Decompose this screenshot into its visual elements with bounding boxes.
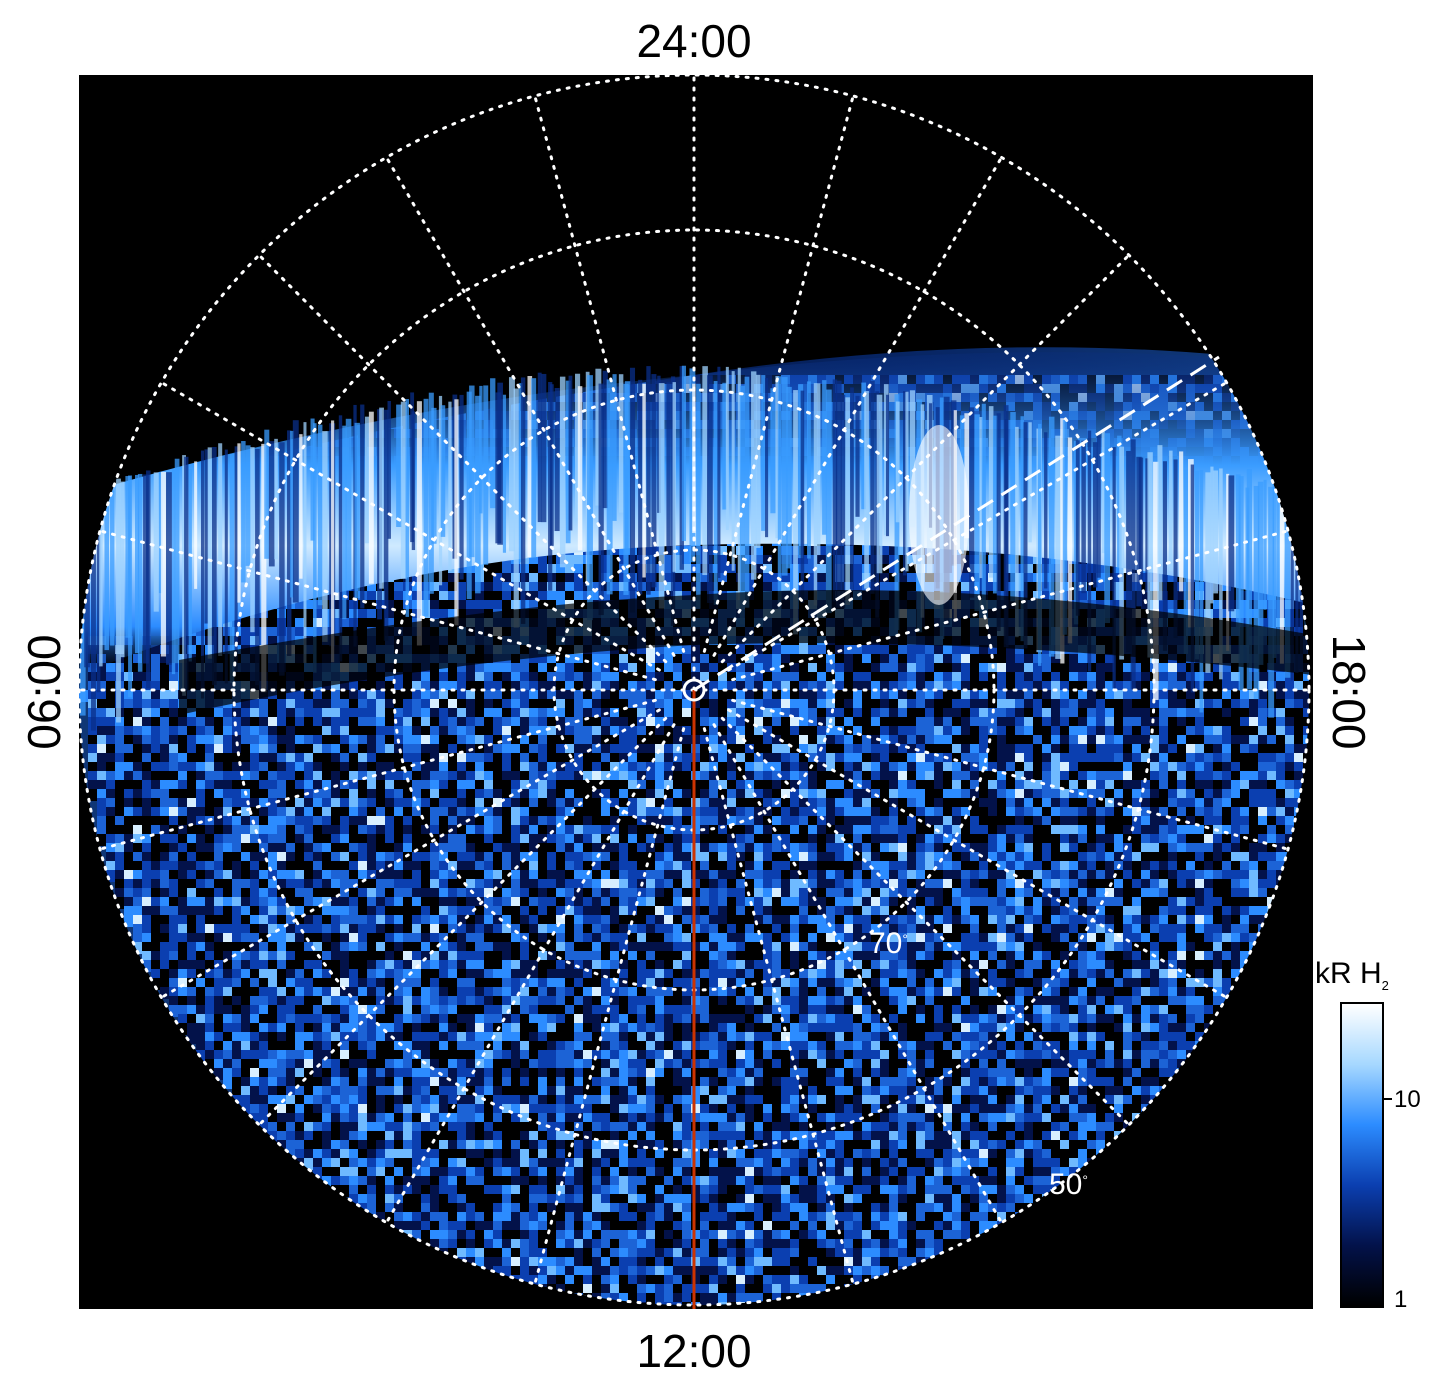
- meridian-line: [720, 253, 1131, 664]
- meridian-line: [385, 723, 676, 1225]
- dusk-dashed-line: [693, 355, 1220, 692]
- meridian-line: [533, 727, 686, 1286]
- meridian-line: [712, 155, 1003, 657]
- meridian-line: [385, 155, 676, 657]
- pole-marker: [682, 678, 706, 702]
- polar-projection-image: 70° 50°: [79, 75, 1313, 1309]
- meridian-line: [731, 529, 1290, 682]
- meridian-line: [702, 94, 855, 653]
- colorbar-title: kR H2: [1315, 957, 1389, 993]
- colorbar-label-1: 1: [1394, 1286, 1408, 1313]
- meridian-line: [533, 94, 686, 653]
- latitude-circle: [79, 75, 1311, 1307]
- meridian-line: [159, 708, 661, 999]
- meridian-line: [712, 723, 1003, 1225]
- latitude-label-50: 50°: [1049, 1168, 1088, 1201]
- meridian-line: [257, 253, 668, 664]
- meridian-line: [257, 716, 668, 1127]
- local-time-label-dusk: 18:00: [1323, 634, 1375, 750]
- meridian-line: [720, 716, 1131, 1127]
- meridian-line: [98, 529, 657, 682]
- colorbar-tick-10: [1384, 1098, 1392, 1100]
- local-time-label-midnight: 24:00: [636, 15, 752, 67]
- local-time-label-noon: 12:00: [636, 1325, 752, 1377]
- polar-plot: [79, 75, 1311, 1309]
- meridian-line: [727, 708, 1229, 999]
- meridian-line: [98, 698, 657, 851]
- auroral-oval: [79, 75, 1309, 731]
- colorbar-label-10: 10: [1394, 1086, 1421, 1113]
- lat-lon-grid: [79, 75, 1311, 1307]
- meridian-line: [159, 381, 661, 672]
- colorbar: [1340, 1002, 1384, 1308]
- meridian-line: [727, 381, 1229, 672]
- local-time-label-dawn: 06:00: [18, 634, 70, 750]
- meridian-line: [702, 727, 855, 1286]
- meridian-line: [731, 698, 1290, 851]
- latitude-label-70: 70°: [869, 927, 908, 960]
